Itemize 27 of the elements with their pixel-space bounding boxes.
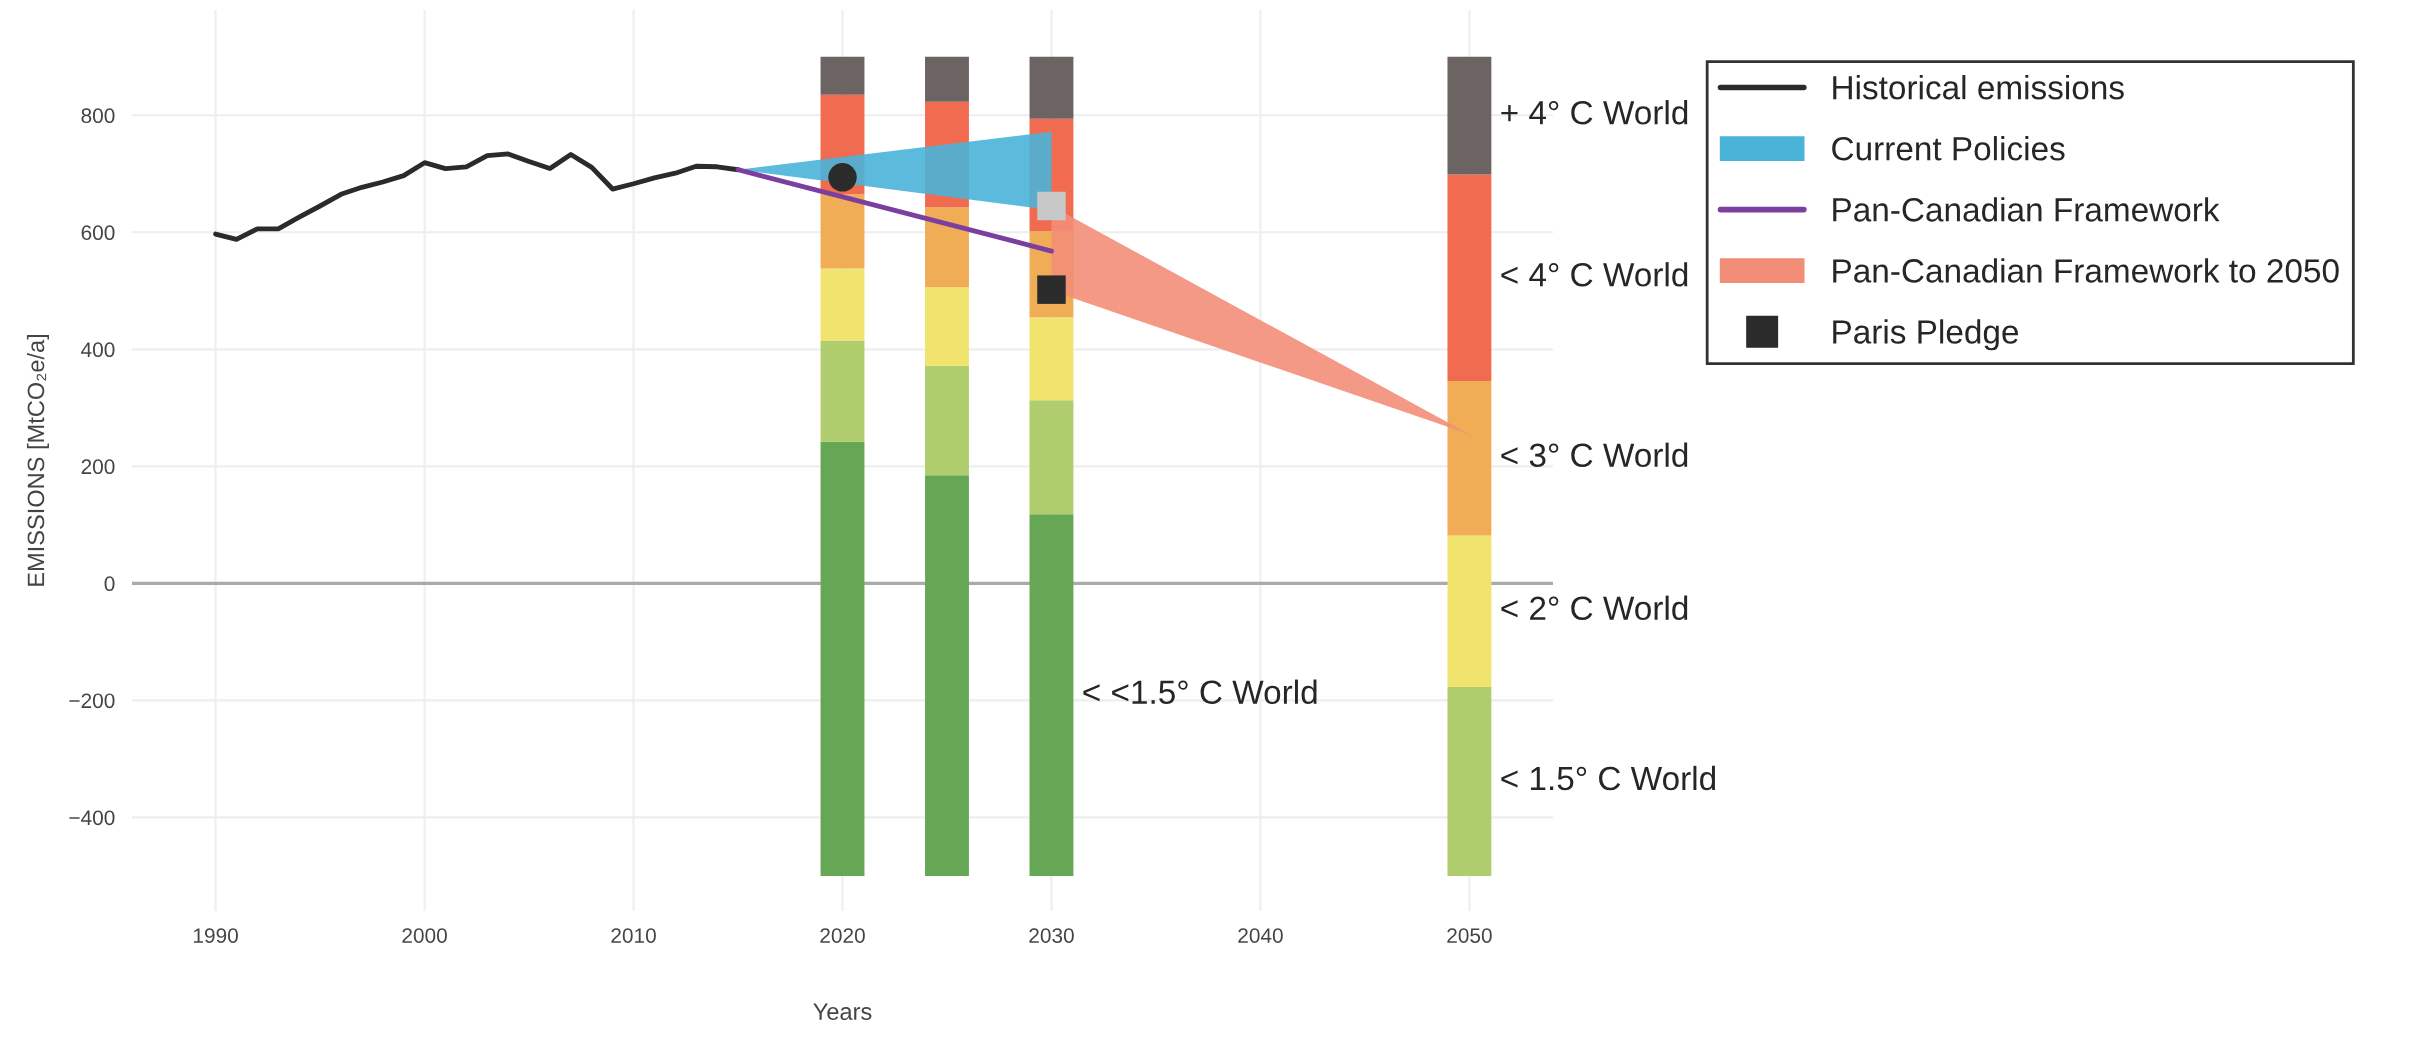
y-axis-title: EMISSIONS [MtCO₂e/a] [26, 334, 49, 586]
legend-label: Paris Pledge [1833, 319, 2019, 351]
series-label: < 1.5° C World [1501, 765, 1716, 791]
x-tick-label: 2040 [1238, 928, 1283, 943]
legend-label: Pan-Canadian Framework to 2050 [1833, 258, 2339, 283]
y-tick-label: 800 [81, 108, 115, 124]
y-tick-label: 0 [104, 576, 115, 592]
series-label: < 3° C World [1501, 442, 1688, 468]
y-tick-label: −400 [69, 810, 115, 826]
series-label: < <1.5° C World [1083, 679, 1317, 705]
legend-label: Historical emissions [1833, 75, 2124, 100]
y-tick-label: 200 [81, 459, 115, 475]
x-tick-label: 2010 [611, 928, 656, 943]
x-tick-label: 2030 [1029, 928, 1074, 943]
legend-label: Pan-Canadian Framework [1833, 197, 2220, 222]
series-label: < 2° C World [1501, 595, 1688, 621]
x-tick-label: 2050 [1447, 928, 1492, 943]
x-axis-title: Years [813, 1003, 872, 1020]
y-tick-label: 600 [81, 225, 115, 241]
x-tick-label: 2000 [402, 928, 447, 943]
legend-label: Current Policies [1832, 136, 2065, 161]
series-label: < 4° C World [1501, 262, 1688, 287]
series-label: + 4° C World [1501, 100, 1688, 125]
x-tick-label: 2020 [820, 928, 865, 943]
y-tick-label: −200 [69, 693, 115, 709]
y-tick-label: 400 [81, 342, 115, 358]
x-tick-label: 1990 [194, 928, 238, 943]
